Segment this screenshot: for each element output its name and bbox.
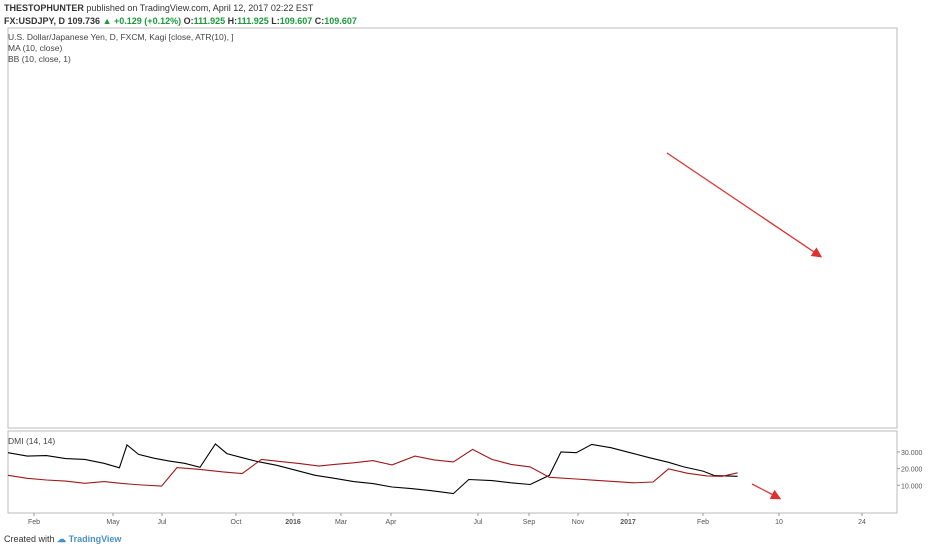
dmi-tick-label: 30.000 xyxy=(901,450,923,457)
x-tick-label: Sep xyxy=(523,519,536,526)
x-tick-label: Jul xyxy=(474,519,483,526)
dmi-tick-label: 10.000 xyxy=(901,483,923,490)
dmi-down-arrow[interactable] xyxy=(752,484,779,498)
x-tick-label: Nov xyxy=(572,519,585,526)
x-tick-label: Feb xyxy=(697,519,709,526)
ma-legend[interactable]: MA (10, close) xyxy=(8,43,62,53)
x-tick-label: Jul xyxy=(158,519,167,526)
main-series-legend[interactable]: U.S. Dollar/Japanese Yen, D, FXCM, Kagi … xyxy=(8,32,234,42)
dmi-pane-frame xyxy=(8,431,897,513)
x-tick-label: 24 xyxy=(858,519,866,526)
created-with-text: Created with xyxy=(4,534,55,544)
x-tick-label: 2016 xyxy=(285,519,301,526)
downtrend-arrow[interactable] xyxy=(667,153,820,256)
bb-legend[interactable]: BB (10, close, 1) xyxy=(8,54,71,64)
x-tick-label: 2017 xyxy=(620,519,636,526)
price-pane-frame xyxy=(8,28,897,428)
x-tick-label: Oct xyxy=(231,519,242,526)
footer: Created with ☁ TradingView xyxy=(4,534,121,545)
x-tick-label: Mar xyxy=(335,519,348,526)
x-tick-label: 10 xyxy=(775,519,783,526)
dmi-tick-label: 20.000 xyxy=(901,467,923,474)
dmi-plus-line xyxy=(8,444,738,494)
x-tick-label: Feb xyxy=(28,519,40,526)
tradingview-brand[interactable]: TradingView xyxy=(69,534,122,544)
x-tick-label: May xyxy=(106,519,120,526)
x-tick-label: Apr xyxy=(386,519,398,526)
tradingview-logo-icon[interactable]: ☁ xyxy=(57,534,66,544)
dmi-legend[interactable]: DMI (14, 14) xyxy=(8,436,55,446)
